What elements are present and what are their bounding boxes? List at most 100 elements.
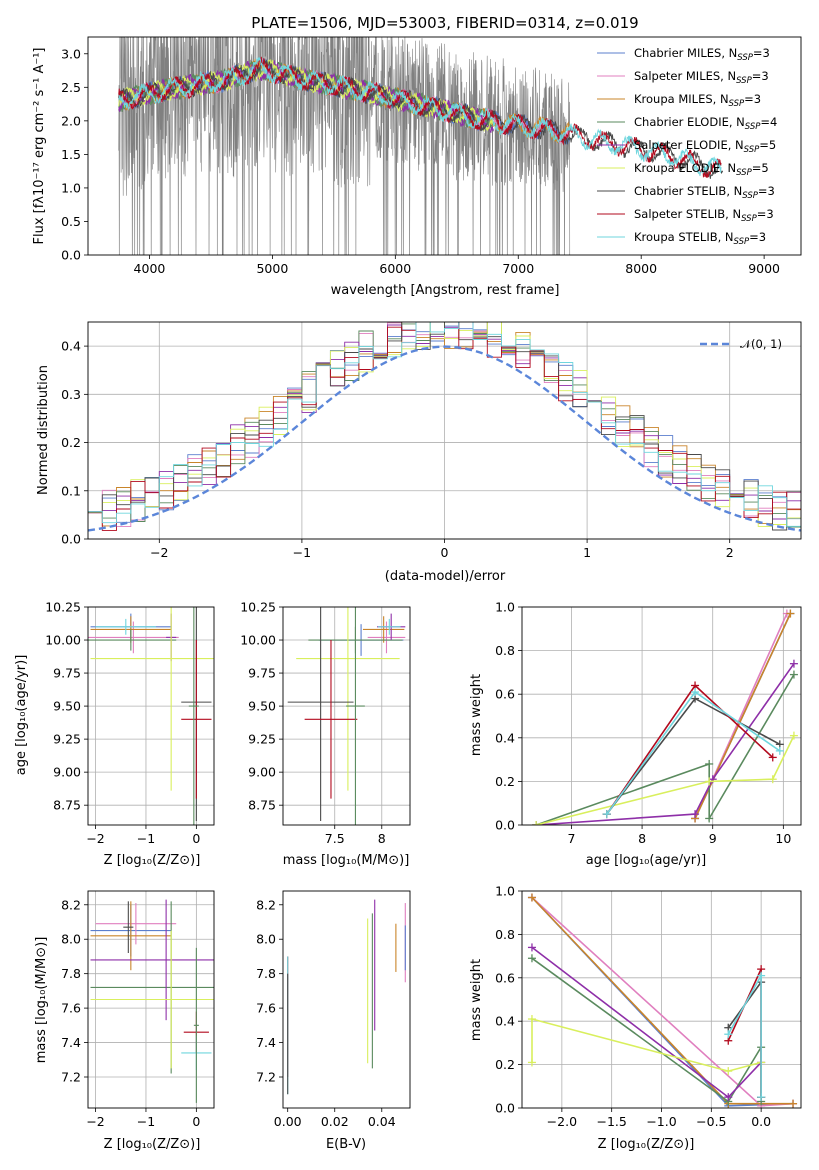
observed-spectrum — [118, 37, 571, 255]
x-tick-label: −2 — [86, 1114, 104, 1129]
residuals-ylabel: Normed distribution — [36, 365, 51, 495]
weight-series — [527, 893, 798, 1108]
x-tick-label: 0 — [441, 545, 449, 560]
y-tick-label: 3.0 — [61, 46, 81, 61]
legend-entry: Kroupa STELIB, NSSP=3 — [634, 230, 766, 247]
x-tick-label: 8000 — [625, 261, 657, 276]
x-tick-label: −2 — [86, 831, 104, 846]
model-spectrum-stelib — [118, 56, 722, 178]
y-tick-label: 0.0 — [495, 818, 515, 833]
model-spectra — [118, 56, 722, 179]
legend-entry: Salpeter MILES, NSSP=3 — [634, 69, 769, 86]
y-tick-label: 0.2 — [495, 1057, 515, 1072]
y-tick-label: 10.25 — [240, 600, 276, 615]
legend-entry: Kroupa MILES, NSSP=3 — [634, 92, 761, 109]
x-tick-label: 0.02 — [321, 1114, 349, 1129]
spectrum-plot: 4000 5000 6000 7000 8000 9000 0.0 0.5 1.0 1.5 2.0 2… — [61, 36, 802, 276]
axes-frame — [282, 606, 411, 826]
legend-entry: Chabrier MILES, NSSP=3 — [634, 46, 770, 63]
y-tick-label: 1.0 — [61, 180, 81, 195]
legend-text: Chabrier ELODIE, N — [634, 115, 745, 129]
y-tick-label: 9.25 — [248, 732, 276, 747]
y-tick-label: 7.4 — [61, 1035, 81, 1050]
y-tick-label: 8.2 — [61, 897, 81, 912]
y-tick-label: 0.1 — [61, 483, 81, 498]
x-tick-label: 0 — [192, 1114, 200, 1129]
residuals-plot: −2 −1 0 1 2 0.0 0.1 0.2 0.3 0.4 — [61, 321, 802, 560]
panel-residuals: −2 −1 0 1 2 0.0 0.1 0.2 0.3 0.4 (data-model)/erro… — [36, 321, 802, 584]
x-tick-label: −1.0 — [646, 1114, 676, 1129]
y-tick-label: 0.4 — [61, 339, 81, 354]
panel-ebv-mass: 0.00 0.02 0.04 7.2 7.4 7.6 7.8 8.0 8.2 E(B-V) — [256, 890, 411, 1152]
x-tick-label: −1.5 — [596, 1114, 626, 1129]
x-tick-label: 0.00 — [274, 1114, 302, 1129]
panel-z-age: −2 −1 0 8.75 9.00 9.25 9.50 9.75 10.00 10.25 Z [l… — [14, 600, 215, 868]
x-tick-label: 8 — [378, 831, 386, 846]
legend-text: Salpeter ELODIE, N — [634, 138, 744, 152]
ebv-mass-plot: 0.00 0.02 0.04 7.2 7.4 7.6 7.8 8.0 8.2 — [256, 890, 411, 1129]
x-tick-label: −2 — [150, 545, 168, 560]
legend-entry: Kroupa ELODIE, NSSP=5 — [634, 161, 769, 178]
weight-series — [532, 609, 798, 825]
z-mass-plot: −2 −1 0 7.2 7.4 7.6 7.8 8.0 8.2 — [61, 890, 215, 1129]
y-tick-label: 2.0 — [61, 113, 81, 128]
panel-z-mass: −2 −1 07.27.47.67.88.08.2 Z [log₁₀(Z/Z⊙)] … — [34, 890, 215, 1152]
legend-value: =3 — [744, 92, 761, 106]
y-tick-label: 7.8 — [61, 966, 81, 981]
y-tick-label: 9.50 — [53, 699, 81, 714]
y-tick-label: 2.5 — [61, 80, 81, 95]
z-age-xlabel: Z [log₁₀(Z/Z⊙)] — [104, 853, 201, 868]
histogram-series — [88, 322, 801, 531]
error-bars — [88, 607, 214, 825]
axes-frame — [87, 321, 802, 540]
z-age-ylabel: age [log₁₀(age/yr)] — [14, 655, 29, 776]
weight-line — [535, 735, 795, 825]
age-weight-ylabel: mass weight — [469, 674, 484, 756]
x-tick-label: 8 — [638, 831, 646, 846]
x-tick-label: −0.5 — [696, 1114, 726, 1129]
x-tick-label: 9 — [709, 831, 717, 846]
x-tick-label: −1 — [293, 545, 311, 560]
legend-text: Kroupa STELIB, N — [634, 230, 734, 244]
mass-age-xlabel: mass [log₁₀(M/M⊙)] — [283, 853, 410, 868]
x-tick-label: −1 — [137, 831, 155, 846]
axis-ticks: −2.0 −1.5 −1.0 −0.5 0.0 0.0 0.2 0.4 0.6 0.8 1.0 — [495, 884, 771, 1130]
residual-histograms — [88, 322, 801, 532]
y-tick-label: 9.75 — [248, 666, 276, 681]
z-weight-xlabel: Z [log₁₀(Z/Z⊙)] — [598, 1137, 695, 1152]
error-bars — [287, 899, 406, 1095]
legend-subscript: SSP — [741, 214, 757, 224]
x-tick-label: 0.04 — [368, 1114, 396, 1129]
panel-age-weight: 7 8 9 10 0.0 0.2 0.4 0.6 0.8 1.0 age [log₁₀(age/y… — [469, 600, 802, 868]
y-tick-label: 8.0 — [61, 932, 81, 947]
axis-ticks: −2 −1 0 1 2 0.0 0.1 0.2 0.3 0.4 — [61, 339, 734, 560]
z-mass-xlabel: Z [log₁₀(Z/Z⊙)] — [104, 1137, 201, 1152]
error-bars — [90, 899, 214, 1103]
y-tick-label: 0.6 — [495, 970, 515, 985]
age-weight-plot: 7 8 9 10 0.0 0.2 0.4 0.6 0.8 1.0 — [495, 600, 802, 846]
legend-text: Chabrier STELIB, N — [634, 184, 742, 198]
y-tick-label: 7.4 — [256, 1035, 276, 1050]
y-tick-label: 9.75 — [53, 666, 81, 681]
legend-entry: Chabrier ELODIE, NSSP=4 — [634, 115, 777, 132]
x-tick-label: 7.5 — [325, 831, 345, 846]
legend-subscript: SSP — [737, 53, 753, 63]
spectrum-xlabel: wavelength [Angstrom, rest frame] — [331, 283, 560, 298]
legend-subscript: SSP — [734, 237, 750, 247]
legend-value: =3 — [758, 184, 775, 198]
histogram-series — [88, 322, 801, 527]
y-tick-label: 7.6 — [61, 1001, 81, 1016]
x-tick-label: 7 — [567, 831, 575, 846]
legend-subscript: SSP — [736, 76, 752, 86]
legend-value: =3 — [749, 230, 766, 244]
model-spectrum-stelib — [118, 57, 722, 177]
y-tick-label: 0.2 — [495, 774, 515, 789]
y-tick-label: 9.00 — [53, 765, 81, 780]
legend-text: Kroupa ELODIE, N — [634, 161, 736, 175]
x-tick-label: 7000 — [502, 261, 534, 276]
y-tick-label: 7.8 — [256, 966, 276, 981]
weight-line — [536, 663, 795, 825]
legend-subscript: SSP — [742, 191, 758, 201]
y-tick-label: 9.25 — [53, 732, 81, 747]
y-tick-label: 7.6 — [256, 1001, 276, 1016]
